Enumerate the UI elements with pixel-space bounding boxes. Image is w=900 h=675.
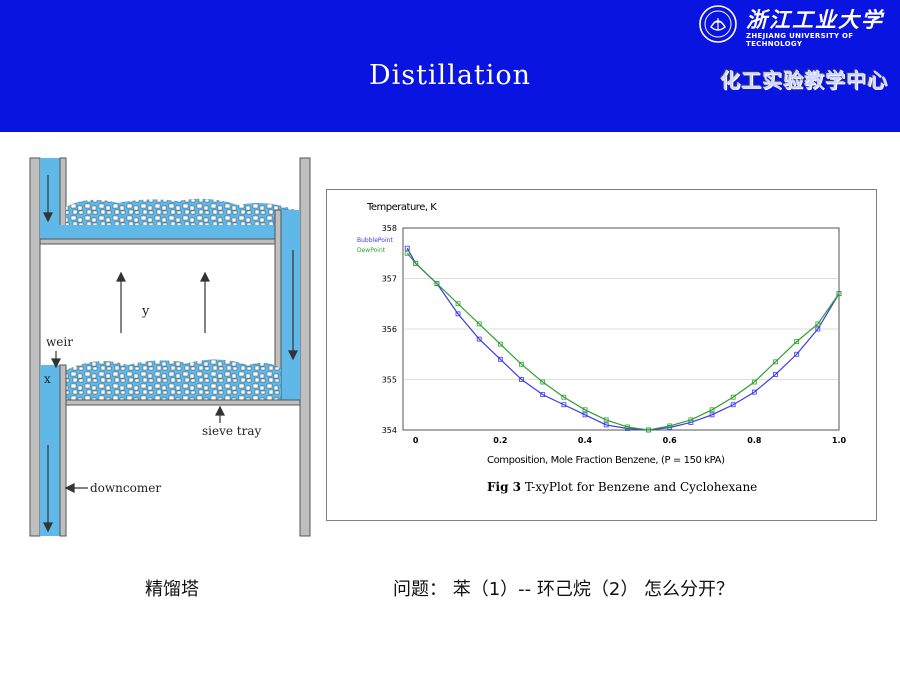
y-tick-label: 356 [382, 325, 397, 334]
data-point-dewpoint [836, 291, 842, 297]
chart-legend: BubblePoint DewPoint [357, 237, 393, 254]
data-point-dewpoint [603, 417, 609, 423]
y-tick-label: 357 [382, 275, 397, 284]
data-point-bubblepoint [603, 422, 609, 428]
data-point-bubblepoint [815, 326, 821, 332]
data-point-bubblepoint [497, 356, 503, 362]
data-point-dewpoint [815, 321, 821, 327]
data-point-dewpoint [476, 321, 482, 327]
caption-distillation-column: 精馏塔 [145, 579, 199, 600]
x-tick-label: 0.8 [747, 436, 762, 445]
data-point-dewpoint [794, 339, 800, 345]
data-point-bubblepoint [773, 372, 778, 377]
data-point-dewpoint [519, 361, 524, 367]
upper-sieve-tray [39, 238, 291, 245]
caption-question: 问题： 苯（1）-- 环己烷（2） 怎么分开？ [393, 579, 735, 600]
series-line-dewpoint [406, 252, 840, 431]
data-point-bubblepoint [561, 402, 567, 408]
data-point-bubblepoint [730, 402, 736, 408]
x-tick-label: 0.2 [493, 436, 507, 445]
txy-chart: Temperature, K 354 355 356 357 358 0 0.2 0.4 0.6… [357, 202, 847, 466]
data-point-bubblepoint [519, 377, 524, 382]
downcomer-liquid-top [40, 158, 60, 238]
upper-tray-liquid [40, 225, 300, 239]
distillation-column-diagram: y weir x sieve tray downcomer [29, 157, 311, 537]
x-tick-label: 0.6 [663, 436, 678, 445]
data-point-dewpoint [497, 341, 503, 347]
center-name-logo: 化工实验教学中心 [720, 68, 888, 92]
data-point-bubblepoint [404, 245, 410, 251]
label-y: y [141, 304, 150, 319]
downcomer-liquid-bottom [40, 365, 60, 536]
lower-tray-froth [66, 359, 281, 400]
data-point-dewpoint [434, 281, 440, 286]
data-point-dewpoint [730, 394, 736, 400]
data-point-dewpoint [667, 423, 673, 429]
university-name-en: ZHEJIANG UNIVERSITY OF TECHNOLOGY [746, 32, 854, 48]
data-point-dewpoint [646, 427, 651, 433]
x-tick-label: 1.0 [832, 436, 847, 445]
figure-caption-text: T-xyPlot for Benzene and Cyclohexane [521, 480, 758, 494]
figure-caption-number: Fig 3 [487, 480, 521, 494]
y-tick-label: 354 [382, 426, 397, 435]
data-point-dewpoint [751, 379, 757, 385]
lower-sieve-tray [65, 399, 301, 406]
column-wall-left [29, 157, 41, 537]
grid-lines [403, 278, 839, 380]
y-tick-label: 358 [382, 224, 397, 233]
downcomer-plate-bottom [59, 364, 67, 537]
data-point-dewpoint [709, 407, 715, 413]
data-point-bubblepoint [455, 311, 461, 317]
data-point-bubblepoint [582, 412, 588, 418]
university-seal-icon [699, 5, 737, 43]
data-point-bubblepoint [709, 412, 715, 418]
series-lines [404, 245, 842, 433]
x-axis-label: Composition, Mole Fraction Benzene, (P =… [487, 455, 725, 466]
label-weir: weir [46, 335, 73, 349]
data-point-dewpoint [404, 250, 410, 256]
data-point-dewpoint [540, 379, 546, 385]
x-tick-label: 0 [413, 436, 419, 445]
university-name-cn: 浙江工业大学 [746, 8, 884, 32]
tick-labels: 354 355 356 357 358 0 0.2 0.4 0.6 0.8 1.0 [382, 224, 847, 445]
y-tick-label: 355 [382, 376, 397, 385]
column-wall-right [299, 157, 311, 537]
data-point-dewpoint [561, 394, 567, 400]
label-x: x [44, 372, 51, 386]
data-point-dewpoint [688, 417, 694, 423]
figure-caption: Fig 3 T-xyPlot for Benzene and Cyclohexa… [487, 480, 757, 494]
data-point-bubblepoint [540, 392, 546, 398]
y-axis-label: Temperature, K [366, 202, 437, 213]
data-point-dewpoint [624, 424, 630, 430]
data-point-bubblepoint [476, 336, 482, 342]
data-point-dewpoint [773, 359, 778, 365]
data-point-dewpoint [582, 407, 588, 413]
txy-chart-frame: Temperature, K 354 355 356 357 358 0 0.2 0.4 0.6… [326, 189, 877, 521]
downcomer-liquid-right [280, 210, 300, 405]
slide-title: Distillation [368, 60, 532, 91]
data-point-dewpoint [413, 260, 419, 266]
header-bar: Distillation 浙江工业大学 ZHEJIANG UNIVERSITY … [0, 0, 900, 132]
label-sieve-tray: sieve tray [202, 424, 262, 438]
data-point-bubblepoint [751, 389, 757, 395]
legend-entry-dewpoint: DewPoint [357, 247, 386, 254]
label-downcomer: downcomer [90, 481, 161, 495]
data-point-dewpoint [455, 301, 461, 307]
legend-entry-bubblepoint: BubblePoint [357, 237, 393, 244]
data-point-bubblepoint [794, 351, 800, 357]
series-line-bubblepoint [406, 247, 840, 431]
x-tick-label: 0.4 [578, 436, 593, 445]
